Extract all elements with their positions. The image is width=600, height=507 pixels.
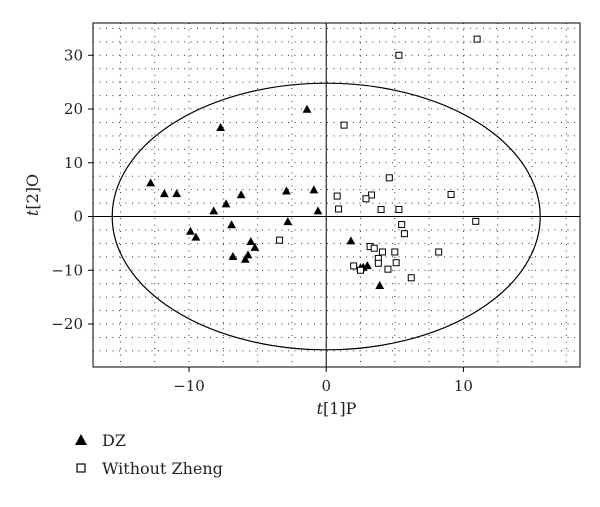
dz-point [228,252,238,261]
x-axis-label-var: t [317,399,324,418]
dz-point [191,232,201,241]
without-zheng-point [378,248,386,256]
without-zheng-point [276,236,284,244]
without-zheng-point [357,266,365,274]
y-tick-label: 10 [64,154,83,172]
dz-point [243,250,253,259]
dz-point [221,199,231,208]
dz-point [159,189,169,198]
dz-point [227,220,236,229]
x-axis-label-rest: [1]P [323,399,357,418]
dz-point [209,206,219,215]
y-tick-label: 20 [64,100,83,118]
dz-point [309,185,319,194]
dz-point [246,236,256,245]
x-tick-label: 10 [454,377,473,395]
confidence-ellipse [111,82,541,351]
without-zheng-point [350,262,358,270]
y-axis-label-var: t [23,209,42,216]
without-zheng-point [385,174,393,182]
x-tick-label: 0 [321,377,331,395]
without-zheng-point [435,248,443,256]
dz-point [250,242,260,251]
without-zheng-point [472,217,480,225]
without-zheng-point [340,121,348,129]
dz-point [172,189,182,198]
without-zheng-point [367,191,375,199]
x-axis-label: t[1]P [317,399,357,418]
dz-point [346,236,356,245]
legend: DZ Without Zheng [72,428,223,484]
triangle-marker-icon [75,434,87,445]
dz-point [375,281,385,290]
tick-labels: −10 0 10 −20 −10 0 10 20 30 [51,46,473,395]
without-zheng-point [377,206,385,214]
without-zheng-point [384,265,392,273]
x-tick-label: −10 [173,377,205,395]
without-zheng-point [395,206,403,214]
y-axis-label-rest: [2]O [23,174,42,210]
dz-point [146,178,156,187]
dz-point [283,217,293,226]
without-zheng-point [391,248,399,256]
dz-point [362,261,372,270]
without-zheng-point [333,192,341,200]
dz-point [313,206,323,215]
grid-lines [93,23,580,367]
dz-point [240,254,250,263]
y-axis-label: t[2]O [23,174,42,216]
dz-point [302,104,312,113]
without-zheng-point [374,259,382,267]
dz-point [186,226,195,235]
legend-item-without-zheng: Without Zheng [72,456,223,480]
legend-item-dz: DZ [72,428,223,452]
without-zheng-point [398,221,406,229]
without-zheng-point [370,244,378,252]
without-zheng-point [392,259,400,267]
plot-frame [92,22,581,368]
square-marker-icon [76,463,86,473]
legend-label-dz: DZ [102,430,126,450]
dz-point [282,186,291,195]
without-zheng-point [362,195,370,203]
hotelling-ellipse [111,82,541,351]
dz-point [216,123,225,132]
legend-label-without-zheng: Without Zheng [102,458,223,478]
without-zheng-point [400,230,408,238]
y-tick-label: −10 [51,261,83,279]
axes [88,22,581,372]
without-zheng-point [335,205,343,213]
without-zheng-point [395,51,403,59]
dz-point [236,190,246,199]
y-tick-label: −20 [51,315,83,333]
y-tick-label: 0 [73,208,83,226]
data-points [146,35,481,290]
without-zheng-point [447,190,455,198]
without-zheng-point [407,274,415,282]
without-zheng-point [473,35,481,43]
y-tick-label: 30 [64,46,83,64]
